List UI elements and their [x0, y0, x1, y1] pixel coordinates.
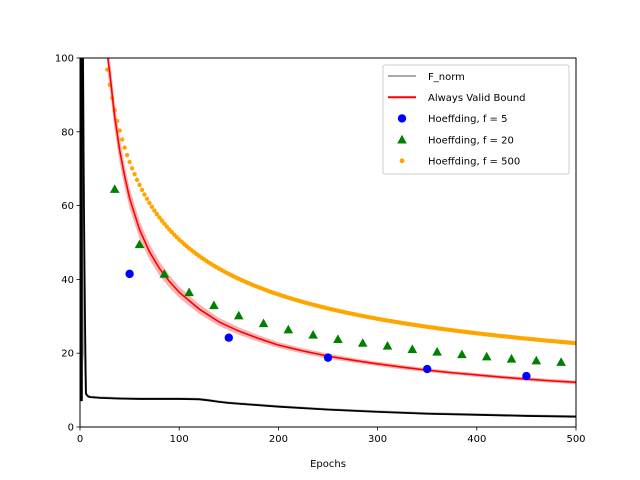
point-hoeffding-f500: [573, 340, 576, 346]
point-hoeffding-f20: [209, 300, 219, 310]
legend-entry: Always Valid Bound: [388, 93, 526, 104]
y-tick-label: 0: [68, 423, 74, 434]
point-hoeffding-f20: [407, 344, 418, 353]
legend-dot-swatch: [399, 158, 405, 164]
y-tick-label: 20: [61, 349, 74, 360]
series-hoeffding-f20: [109, 184, 566, 366]
legend: F_norm Always Valid Bound Hoeffding, f = 5…: [382, 64, 570, 175]
y-tick-label: 100: [55, 54, 74, 65]
point-hoeffding-f5: [125, 269, 134, 279]
point-hoeffding-f500: [124, 152, 130, 158]
y-axis-ticks: 0 20 40 60 80 100: [55, 54, 80, 434]
point-hoeffding-f500: [142, 192, 147, 197]
point-hoeffding-f20: [506, 353, 517, 363]
point-hoeffding-f5: [423, 364, 432, 374]
x-axis-ticks: 0 100 200 300 400 500: [77, 427, 586, 445]
point-hoeffding-f500: [137, 182, 142, 188]
plot-frame: [79, 57, 577, 428]
x-axis-label: Epochs: [310, 459, 346, 470]
series-f-norm-black: [82, 58, 576, 418]
point-hoeffding-f500: [134, 177, 140, 182]
point-hoeffding-f500: [159, 218, 165, 223]
point-hoeffding-f500: [147, 200, 152, 206]
point-hoeffding-f500: [154, 211, 160, 217]
point-hoeffding-f500: [162, 221, 167, 226]
legend-label: Always Valid Bound: [428, 93, 526, 104]
legend-label: F_norm: [428, 72, 465, 83]
legend-box: [382, 64, 570, 175]
legend-entry: Hoeffding, f = 5: [397, 114, 507, 125]
x-tick-label: 200: [269, 434, 288, 445]
point-hoeffding-f500: [127, 159, 132, 165]
point-hoeffding-f20: [333, 334, 343, 344]
point-hoeffding-f20: [556, 357, 566, 366]
x-tick-label: 300: [368, 434, 387, 445]
point-hoeffding-f500: [139, 187, 145, 193]
point-hoeffding-f500: [149, 204, 155, 210]
point-hoeffding-f20: [283, 324, 294, 334]
point-hoeffding-f20: [109, 184, 120, 193]
legend-circle-swatch: [397, 114, 407, 123]
series-always-valid-bound: [106, 58, 576, 385]
plot-layer: [80, 58, 576, 418]
point-hoeffding-f20: [357, 338, 368, 347]
point-hoeffding-f20: [481, 351, 492, 361]
legend-label: Hoeffding, f = 5: [428, 114, 507, 125]
legend-entry: Hoeffding, f = 500: [399, 157, 520, 168]
legend-triangle-swatch: [397, 134, 407, 144]
point-hoeffding-f20: [159, 269, 170, 278]
point-hoeffding-f20: [308, 329, 318, 339]
y-tick-label: 60: [61, 201, 74, 212]
series-hoeffding-f5: [125, 269, 531, 381]
x-tick-label: 100: [170, 434, 189, 445]
point-hoeffding-f20: [457, 349, 467, 359]
always-valid-bound-line: [106, 58, 576, 384]
y-tick-label: 80: [61, 127, 74, 138]
point-hoeffding-f20: [382, 341, 393, 350]
point-hoeffding-f5: [224, 333, 233, 342]
point-hoeffding-f5: [522, 371, 531, 381]
point-hoeffding-f20: [258, 318, 269, 328]
point-hoeffding-f20: [233, 310, 244, 320]
point-hoeffding-f20: [531, 355, 542, 365]
point-hoeffding-f500: [122, 145, 127, 150]
legend-entry: Hoeffding, f = 20: [397, 134, 514, 146]
point-hoeffding-f500: [119, 137, 125, 142]
point-hoeffding-f500: [132, 172, 137, 177]
point-hoeffding-f500: [129, 166, 135, 171]
point-hoeffding-f20: [134, 239, 145, 249]
x-tick-label: 0: [77, 434, 83, 445]
point-hoeffding-f500: [144, 196, 150, 202]
legend-entry: F_norm: [388, 72, 465, 83]
point-hoeffding-f20: [184, 287, 194, 297]
legend-label: Hoeffding, f = 500: [428, 157, 520, 168]
legend-label: Hoeffding, f = 20: [428, 135, 514, 146]
x-tick-label: 500: [566, 434, 585, 445]
x-tick-label: 400: [467, 434, 486, 445]
point-hoeffding-f500: [152, 208, 157, 213]
y-tick-label: 40: [61, 275, 74, 286]
point-hoeffding-f500: [157, 215, 162, 220]
point-hoeffding-f20: [432, 346, 442, 356]
point-hoeffding-f5: [323, 353, 333, 362]
